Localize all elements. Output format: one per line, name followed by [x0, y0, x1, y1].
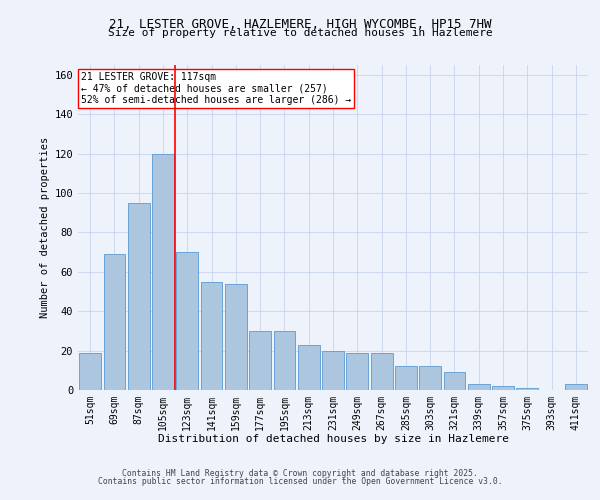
Bar: [492, 386, 514, 390]
X-axis label: Distribution of detached houses by size in Hazlemere: Distribution of detached houses by size …: [157, 434, 509, 444]
Bar: [200, 282, 223, 390]
Bar: [152, 154, 174, 390]
Text: 21 LESTER GROVE: 117sqm
← 47% of detached houses are smaller (257)
52% of semi-d: 21 LESTER GROVE: 117sqm ← 47% of detache…: [80, 72, 351, 104]
Bar: [565, 384, 587, 390]
Bar: [517, 388, 538, 390]
Bar: [176, 252, 198, 390]
Bar: [249, 331, 271, 390]
Bar: [371, 352, 392, 390]
Bar: [79, 352, 101, 390]
Bar: [443, 372, 466, 390]
Bar: [298, 344, 320, 390]
Bar: [322, 350, 344, 390]
Y-axis label: Number of detached properties: Number of detached properties: [40, 137, 50, 318]
Bar: [225, 284, 247, 390]
Text: 21, LESTER GROVE, HAZLEMERE, HIGH WYCOMBE, HP15 7HW: 21, LESTER GROVE, HAZLEMERE, HIGH WYCOMB…: [109, 18, 491, 30]
Text: Contains public sector information licensed under the Open Government Licence v3: Contains public sector information licen…: [98, 477, 502, 486]
Bar: [274, 331, 295, 390]
Bar: [128, 203, 149, 390]
Bar: [419, 366, 441, 390]
Bar: [346, 352, 368, 390]
Bar: [104, 254, 125, 390]
Text: Contains HM Land Registry data © Crown copyright and database right 2025.: Contains HM Land Registry data © Crown c…: [122, 468, 478, 477]
Text: Size of property relative to detached houses in Hazlemere: Size of property relative to detached ho…: [107, 28, 493, 38]
Bar: [395, 366, 417, 390]
Bar: [468, 384, 490, 390]
